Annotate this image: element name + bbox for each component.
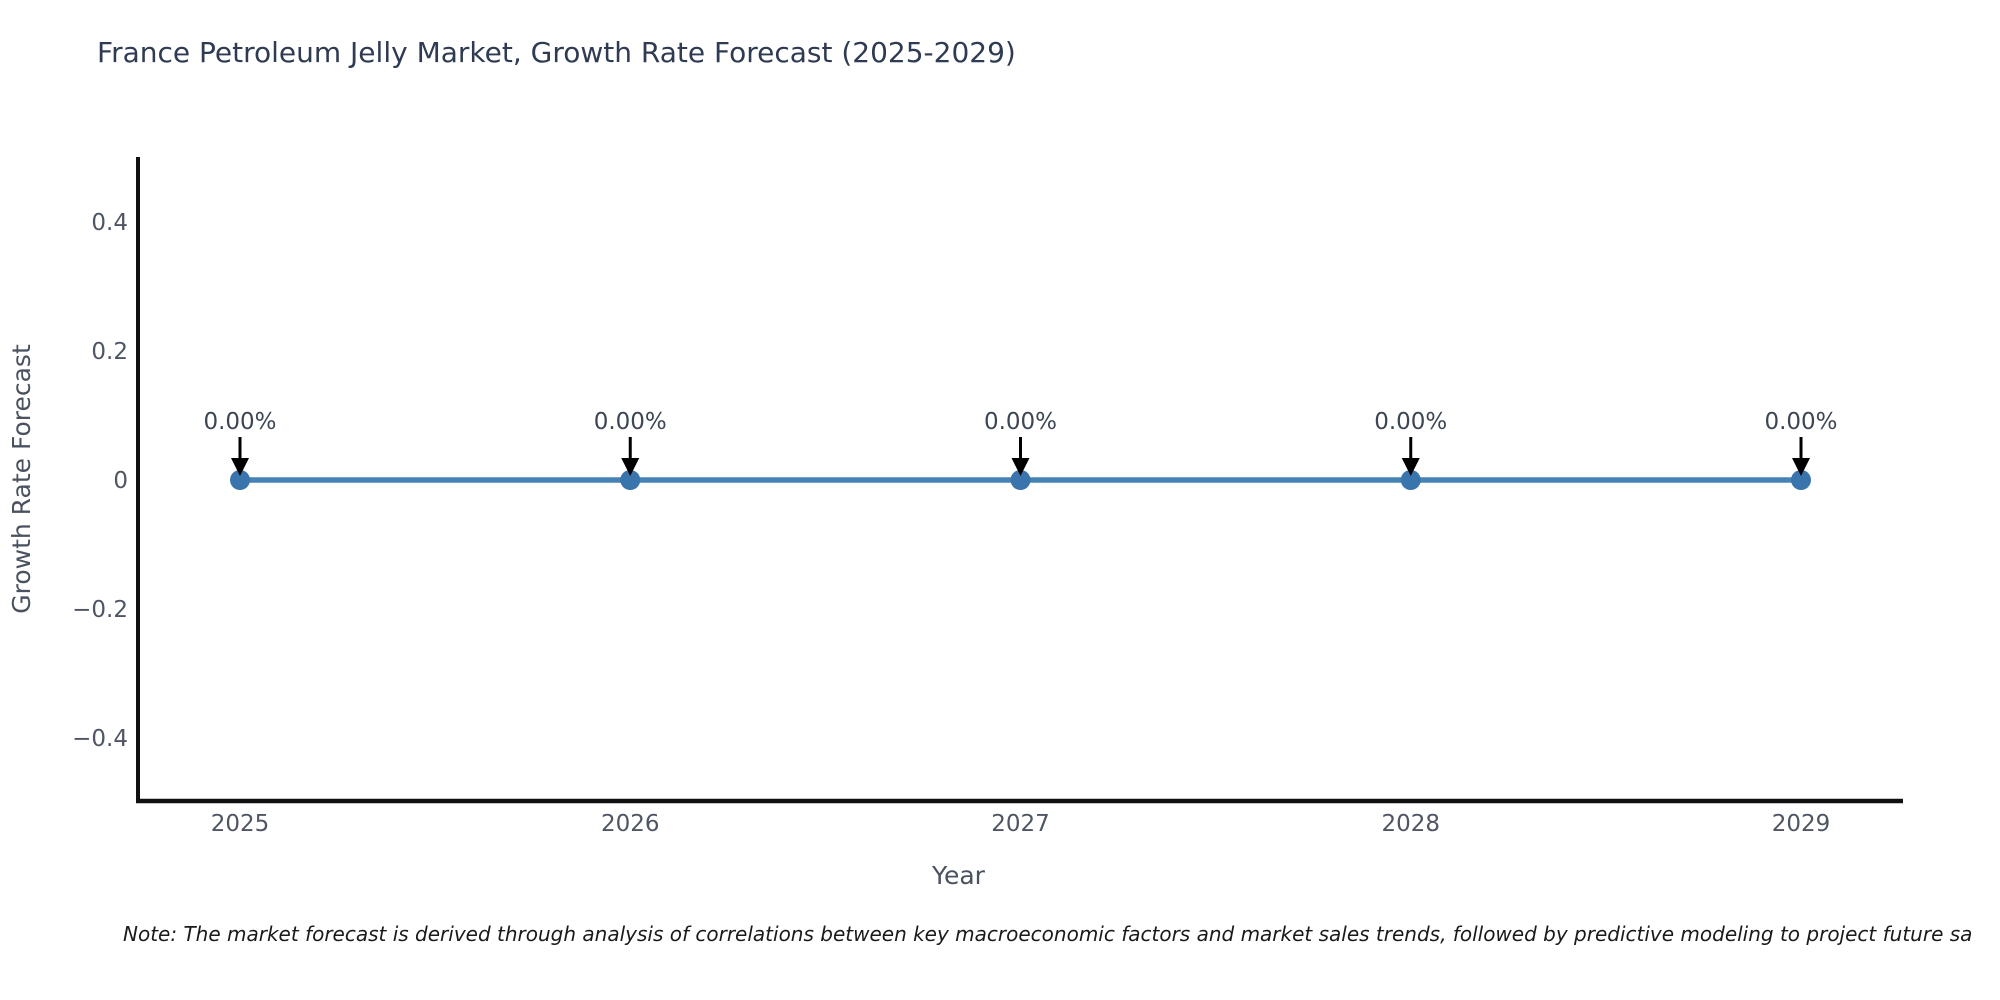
point-label: 0.00% xyxy=(1764,409,1837,435)
data-point xyxy=(1791,470,1811,490)
annotation-arrow-head xyxy=(621,458,640,476)
y-axis-title: Growth Rate Forecast xyxy=(7,344,36,614)
y-tick-label: 0 xyxy=(113,468,128,494)
point-label: 0.00% xyxy=(594,409,667,435)
y-tick-label: −0.2 xyxy=(72,597,128,623)
y-tick-label: −0.4 xyxy=(72,726,128,752)
x-tick-label: 2029 xyxy=(1772,811,1831,837)
x-tick-label: 2026 xyxy=(601,811,660,837)
annotation-arrow-head xyxy=(1401,458,1420,476)
y-tick-label: 0.4 xyxy=(91,210,128,236)
annotation-arrow-head xyxy=(1011,458,1030,476)
point-label: 0.00% xyxy=(1374,409,1447,435)
chart-title: France Petroleum Jelly Market, Growth Ra… xyxy=(97,36,1016,69)
x-axis-title: Year xyxy=(931,861,986,890)
x-tick-label: 2028 xyxy=(1381,811,1440,837)
data-point xyxy=(1010,470,1031,490)
point-label: 0.00% xyxy=(984,409,1057,435)
x-tick-label: 2025 xyxy=(211,811,270,837)
data-point xyxy=(230,470,250,490)
x-tick-label: 2027 xyxy=(991,811,1050,837)
annotation-arrow-head xyxy=(1792,458,1810,476)
annotation-arrow-head xyxy=(231,458,249,476)
y-tick-label: 0.2 xyxy=(91,339,128,365)
data-point xyxy=(620,470,641,490)
data-point xyxy=(1400,470,1421,490)
footnote: Note: The market forecast is derived thr… xyxy=(123,922,1973,946)
point-label: 0.00% xyxy=(203,409,276,435)
